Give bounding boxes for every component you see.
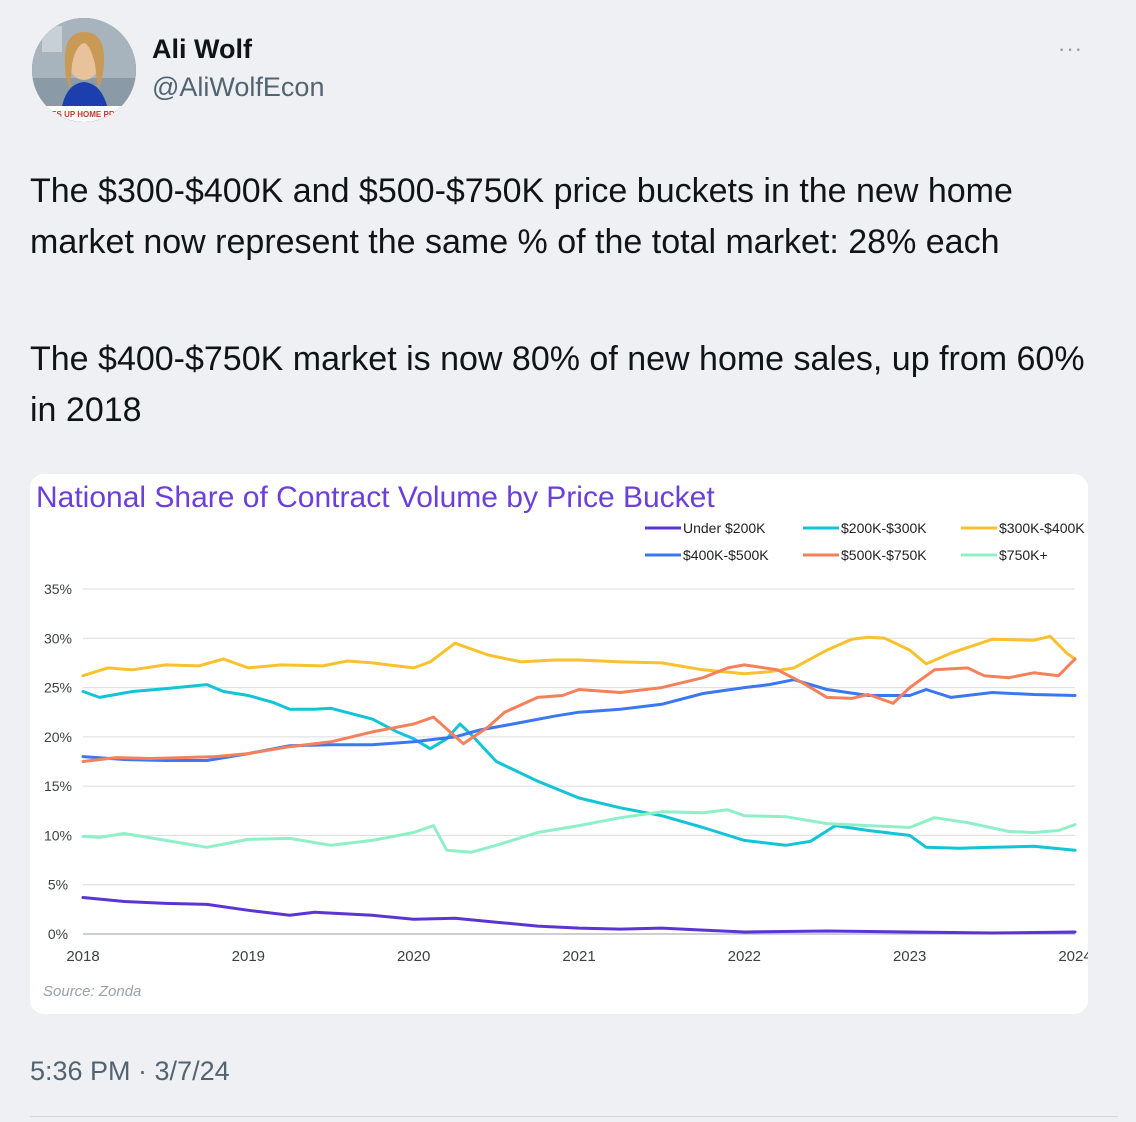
tweet-text-paragraph-2: The $400-$750K market is now 80% of new … bbox=[30, 340, 1085, 429]
y-tick-label: 20% bbox=[44, 729, 72, 745]
chart-title: National Share of Contract Volume by Pri… bbox=[36, 481, 715, 514]
series-line bbox=[81, 657, 1077, 763]
divider bbox=[30, 1116, 1118, 1117]
chart-source-note: Source: Zonda bbox=[43, 983, 141, 1000]
line-chart: National Share of Contract Volume by Pri… bbox=[36, 481, 1088, 1000]
y-tick-label: 30% bbox=[44, 630, 72, 646]
series-line bbox=[81, 683, 1077, 852]
author-handle[interactable]: @AliWolfEcon bbox=[152, 72, 325, 102]
chart-image-card[interactable]: National Share of Contract Volume by Pri… bbox=[30, 474, 1088, 1014]
more-horizontal-icon[interactable]: ··· bbox=[1058, 36, 1083, 61]
tweet-timestamp[interactable]: 5:36 PM · 3/7/24 bbox=[30, 1056, 230, 1086]
series-line bbox=[81, 808, 1077, 854]
tweet-text-paragraph-1: The $300-$400K and $500-$750K price buck… bbox=[30, 172, 1013, 261]
y-axis-ticks: 0% 5% 10% 15% 20% 25% 30% 35% bbox=[44, 581, 72, 942]
chart-series-lines bbox=[81, 634, 1077, 935]
legend-label: $750K+ bbox=[999, 547, 1048, 563]
x-tick-label: 2023 bbox=[893, 948, 926, 965]
x-tick-label: 2021 bbox=[562, 948, 595, 965]
y-tick-label: 35% bbox=[44, 581, 72, 597]
x-tick-label: 2019 bbox=[232, 948, 265, 965]
chart-legend: Under $200K $200K-$300K $300K-$400K $400K-$… bbox=[645, 520, 1085, 563]
x-tick-label: 2024 bbox=[1058, 948, 1088, 965]
x-tick-label: 2020 bbox=[397, 948, 430, 965]
series-line bbox=[81, 634, 1077, 678]
legend-label: $500K-$750K bbox=[841, 547, 927, 563]
y-tick-label: 5% bbox=[48, 877, 68, 893]
y-tick-label: 10% bbox=[44, 827, 72, 843]
avatar-portrait-image: ES UP HOME PRI bbox=[32, 18, 136, 122]
x-tick-label: 2022 bbox=[728, 948, 761, 965]
x-axis-ticks: 2018 2019 2020 2021 2022 2023 2024 bbox=[66, 948, 1088, 965]
legend-label: $400K-$500K bbox=[683, 547, 769, 563]
y-tick-label: 15% bbox=[44, 778, 72, 794]
y-tick-label: 25% bbox=[44, 680, 72, 696]
chart-grid bbox=[83, 588, 1075, 935]
svg-text:ES UP HOME PRI: ES UP HOME PRI bbox=[51, 110, 117, 119]
y-tick-label: 0% bbox=[48, 926, 68, 942]
legend-label: $200K-$300K bbox=[841, 520, 927, 536]
legend-label: $300K-$400K bbox=[999, 520, 1085, 536]
legend-label: Under $200K bbox=[683, 520, 766, 536]
author-name[interactable]: Ali Wolf bbox=[152, 34, 252, 64]
series-line bbox=[81, 896, 1077, 935]
avatar[interactable]: ES UP HOME PRI bbox=[32, 18, 136, 122]
x-tick-label: 2018 bbox=[66, 948, 99, 965]
